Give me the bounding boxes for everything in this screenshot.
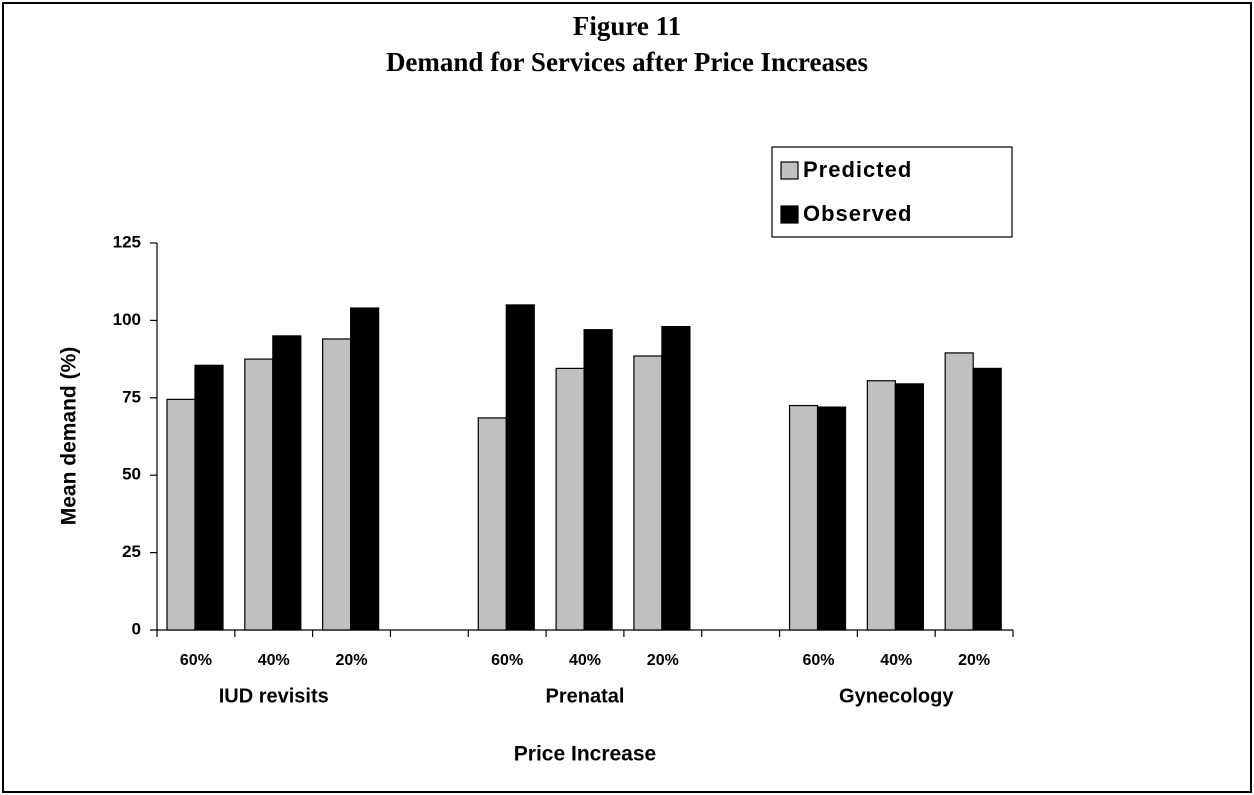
legend-label: Predicted: [803, 157, 912, 182]
bar: [350, 307, 380, 631]
bar: [816, 406, 847, 631]
bar: [788, 404, 819, 631]
bar: [477, 417, 507, 631]
x-tick-label: 60%: [802, 652, 834, 669]
bar: [272, 335, 302, 631]
x-tick-label: 60%: [491, 652, 523, 669]
y-tick-label: 75: [122, 387, 141, 406]
bar: [194, 364, 224, 631]
x-tick-label: 60%: [180, 652, 212, 669]
legend-swatch: [780, 161, 799, 180]
bar: [505, 304, 535, 631]
chart-title: Figure 11: [573, 11, 681, 41]
bar: [322, 338, 352, 631]
bar: [894, 383, 924, 631]
y-tick-label: 50: [122, 465, 141, 484]
x-tick-label: 20%: [647, 652, 679, 669]
x-tick-label: 40%: [569, 652, 601, 669]
bar: [244, 358, 274, 631]
group-label: IUD revisits: [219, 685, 329, 707]
x-tick-label: 20%: [958, 652, 990, 669]
y-axis-label: Mean demand (%): [58, 347, 81, 526]
y-tick-label: 0: [132, 619, 141, 638]
bar: [633, 355, 663, 631]
x-tick-label: 40%: [258, 652, 290, 669]
y-tick-label: 125: [113, 232, 141, 251]
x-axis-label: Price Increase: [514, 743, 656, 766]
bar: [555, 367, 585, 631]
legend-box: [771, 146, 1013, 238]
legend-swatch: [780, 205, 799, 224]
y-tick-label: 25: [122, 542, 141, 561]
y-tick-label: 100: [113, 310, 141, 329]
group-label: Gynecology: [839, 685, 954, 707]
bar: [944, 352, 974, 631]
bar: [972, 367, 1002, 631]
x-tick-label: 20%: [336, 652, 368, 669]
x-tick-label: 40%: [880, 652, 912, 669]
bar: [866, 380, 896, 631]
legend-label: Observed: [803, 201, 913, 226]
bar: [661, 325, 691, 631]
group-label: Prenatal: [546, 685, 625, 707]
bar: [166, 398, 196, 631]
chart-subtitle: Demand for Services after Price Increase…: [386, 47, 868, 77]
bar: [583, 329, 613, 631]
